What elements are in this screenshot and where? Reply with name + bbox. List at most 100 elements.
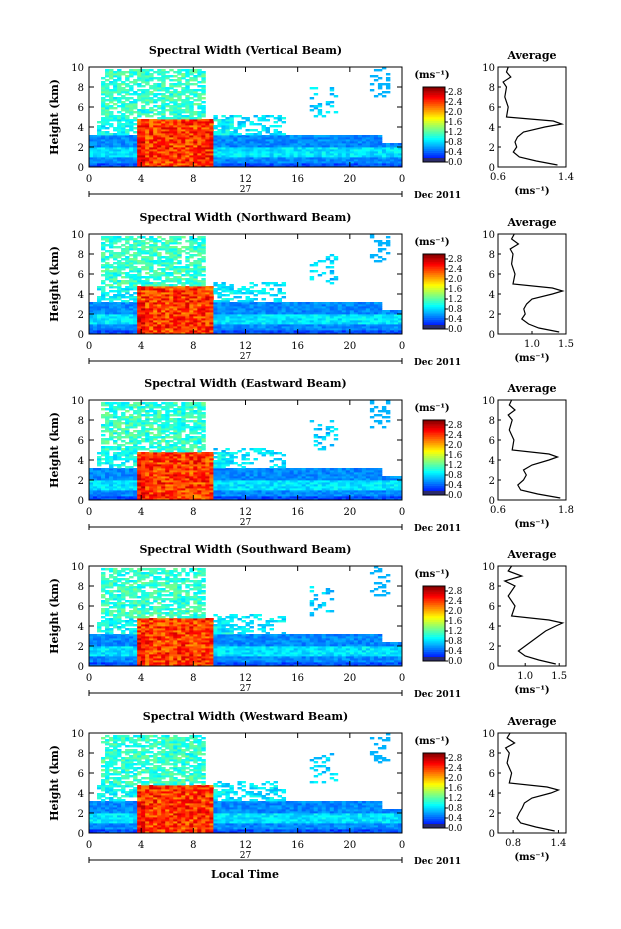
heatmap-cell (145, 432, 150, 435)
heatmap-cell (89, 330, 94, 333)
heatmap-cell (253, 318, 258, 321)
heatmap-cell (277, 306, 283, 309)
heatmap-cell (217, 159, 222, 162)
heatmap-cell (177, 254, 182, 257)
heatmap-cell (189, 137, 194, 140)
heatmap-cell (109, 107, 114, 110)
heatmap-cell (133, 472, 138, 475)
heatmap-cell (93, 330, 98, 333)
heatmap-cell (145, 109, 150, 112)
heatmap-cell (261, 145, 266, 148)
heatmap-cell (177, 330, 182, 333)
x-tick-label: 8 (190, 174, 196, 185)
heatmap-cell (109, 414, 114, 417)
heatmap-cell (173, 256, 178, 259)
heatmap-cell (121, 414, 126, 417)
heatmap-cell (133, 460, 138, 463)
heatmap-cell (113, 320, 118, 323)
heatmap-cell (241, 155, 246, 158)
heatmap-cell (205, 157, 210, 160)
heatmap-cell (101, 478, 106, 481)
heatmap-cell (385, 236, 391, 239)
heatmap-cell (201, 91, 206, 94)
heatmap-cell (365, 320, 371, 323)
heatmap-cell (97, 137, 102, 140)
heatmap-cell (297, 306, 303, 309)
colorbar-segment (423, 102, 445, 105)
heatmap-cell (237, 147, 242, 150)
avg-y-tick-label: 2 (489, 143, 495, 154)
heatmap-cell (113, 85, 118, 88)
heatmap-cell (221, 153, 226, 156)
heatmap-cell (329, 87, 335, 90)
heatmap-cell (137, 153, 142, 156)
heatmap-cell (193, 332, 198, 335)
heatmap-cell (337, 151, 343, 154)
heatmap-cell (129, 438, 134, 441)
heatmap-cell (137, 149, 142, 152)
heatmap-cell (145, 91, 150, 94)
heatmap-cell (173, 268, 178, 271)
heatmap-cell (145, 292, 150, 295)
heatmap-cell (253, 328, 258, 331)
heatmap-cell (245, 161, 250, 164)
heatmap-cell (149, 492, 154, 495)
heatmap-cell (141, 260, 146, 263)
heatmap-cell (161, 298, 166, 301)
heatmap-cell (181, 320, 186, 323)
heatmap-cell (393, 332, 399, 335)
colorbar-segment (423, 304, 445, 307)
heatmap-cell (117, 322, 122, 325)
heatmap-cell (237, 306, 242, 309)
heatmap-cell (189, 91, 194, 94)
heatmap-cell (397, 316, 403, 319)
heatmap-cell (117, 284, 122, 287)
heatmap-cell (141, 458, 146, 461)
heatmap-cell (345, 332, 351, 335)
heatmap-cell (177, 119, 182, 122)
heatmap-cell (337, 324, 343, 327)
heatmap-cell (121, 282, 126, 285)
heatmap-cell (129, 101, 134, 104)
heatmap-cell (377, 256, 383, 259)
heatmap-cell (117, 71, 122, 74)
heatmap-cell (177, 296, 182, 299)
heatmap-cell (157, 113, 162, 116)
heatmap-cell (201, 129, 206, 132)
heatmap-cell (109, 73, 114, 76)
heatmap-cell (289, 318, 295, 321)
heatmap-cell (101, 470, 106, 473)
heatmap-cell (117, 274, 122, 277)
heatmap-cell (301, 308, 307, 311)
heatmap-cell (117, 161, 122, 164)
heatmap-cell (309, 153, 315, 156)
heatmap-cell (189, 326, 194, 329)
x-tick-label: 12 (239, 341, 252, 352)
heatmap-cell (149, 244, 154, 247)
heatmap-cell (197, 316, 202, 319)
heatmap-cell (125, 75, 130, 78)
heatmap-cell (105, 320, 110, 323)
heatmap-cell (93, 496, 98, 499)
heatmap-cell (185, 89, 190, 92)
heatmap-cell (117, 326, 122, 329)
heatmap-cell (341, 314, 347, 317)
heatmap-cell (261, 137, 266, 140)
heatmap-cell (197, 131, 202, 134)
heatmap-cell (129, 314, 134, 317)
heatmap-cell (233, 322, 238, 325)
heatmap-cell (149, 450, 154, 453)
heatmap-cell (161, 264, 166, 267)
heatmap-cell (105, 268, 110, 271)
heatmap-cell (117, 408, 122, 411)
heatmap-cell (221, 129, 226, 132)
heatmap-cell (109, 238, 114, 241)
heatmap-cell (213, 312, 218, 315)
heatmap-cell (101, 426, 106, 429)
heatmap-cell (125, 135, 130, 138)
heatmap-cell (101, 476, 106, 479)
heatmap-cell (281, 161, 287, 164)
heatmap-cell (137, 99, 142, 102)
heatmap-cell (197, 103, 202, 106)
heatmap-cell (305, 139, 311, 142)
